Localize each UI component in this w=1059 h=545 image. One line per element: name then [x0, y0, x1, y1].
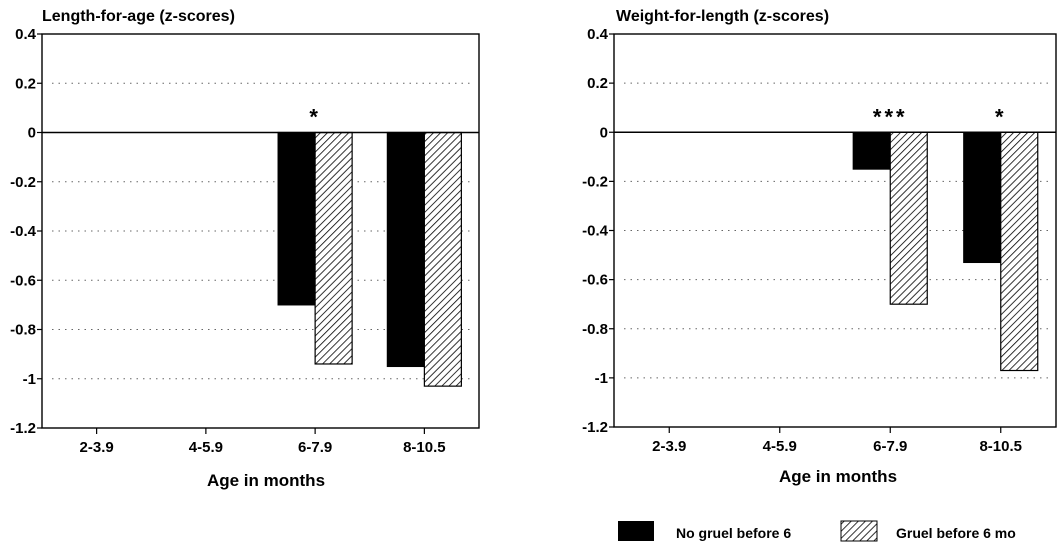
bar-gruel: [314, 131, 353, 365]
length-for-age-chart: Length-for-age (z-scores) Age in months …: [10, 8, 480, 490]
y-tick-label: -0.4: [10, 223, 37, 240]
legend-swatch-no-gruel: [618, 521, 654, 541]
x-tick-label: 8-10.5: [979, 438, 1022, 455]
x-axis-title: Age in months: [779, 467, 897, 486]
y-tick-label: -0.6: [10, 272, 36, 289]
x-tick-label: 4-5.9: [189, 439, 223, 456]
bar-gruel: [423, 131, 462, 387]
y-tick-label: -1: [23, 371, 36, 388]
y-tick-label: -1.2: [10, 420, 36, 437]
bar-gruel: [889, 131, 928, 305]
y-tick-label: -0.8: [582, 321, 608, 338]
legend-label-no-gruel: No gruel before 6: [676, 525, 791, 541]
x-axis-title: Age in months: [207, 471, 325, 490]
y-tick-label: -1: [595, 370, 608, 387]
x-tick-label: 4-5.9: [763, 438, 797, 455]
y-tick-label: -1.2: [582, 419, 608, 436]
legend-swatch-gruel: [840, 520, 878, 542]
chart-title: Length-for-age (z-scores): [42, 8, 235, 25]
y-tick-label: -0.4: [582, 223, 609, 240]
y-tick-label: 0.4: [587, 26, 609, 43]
y-tick-label: -0.8: [10, 322, 36, 339]
x-tick-label: 6-7.9: [298, 439, 332, 456]
bar-no-gruel: [277, 131, 316, 306]
bar-gruel: [1000, 131, 1039, 372]
legend: No gruel before 6 Gruel before 6 mo: [618, 520, 1016, 542]
y-tick-label: -0.2: [10, 174, 36, 191]
significance-marker: ***: [873, 104, 908, 129]
y-tick-label: 0.2: [587, 75, 608, 92]
x-tick-label: 2-3.9: [80, 439, 114, 456]
legend-label-gruel: Gruel before 6 mo: [896, 525, 1016, 541]
x-tick-label: 2-3.9: [652, 438, 686, 455]
x-tick-label: 6-7.9: [873, 438, 907, 455]
y-tick-label: 0: [600, 124, 608, 141]
y-tick-label: 0.2: [15, 75, 36, 92]
bar-no-gruel: [963, 131, 1002, 264]
y-tick-label: 0: [28, 125, 36, 142]
significance-marker: *: [309, 105, 321, 130]
bar-no-gruel: [852, 131, 891, 170]
chart-title: Weight-for-length (z-scores): [616, 8, 829, 25]
y-tick-label: -0.6: [582, 272, 608, 289]
weight-for-length-chart: Weight-for-length (z-scores) Age in mont…: [582, 8, 1057, 486]
significance-marker: *: [995, 104, 1007, 129]
y-tick-label: 0.4: [15, 26, 37, 43]
bar-no-gruel: [386, 131, 425, 368]
x-tick-label: 8-10.5: [403, 439, 446, 456]
y-tick-label: -0.2: [582, 173, 608, 190]
